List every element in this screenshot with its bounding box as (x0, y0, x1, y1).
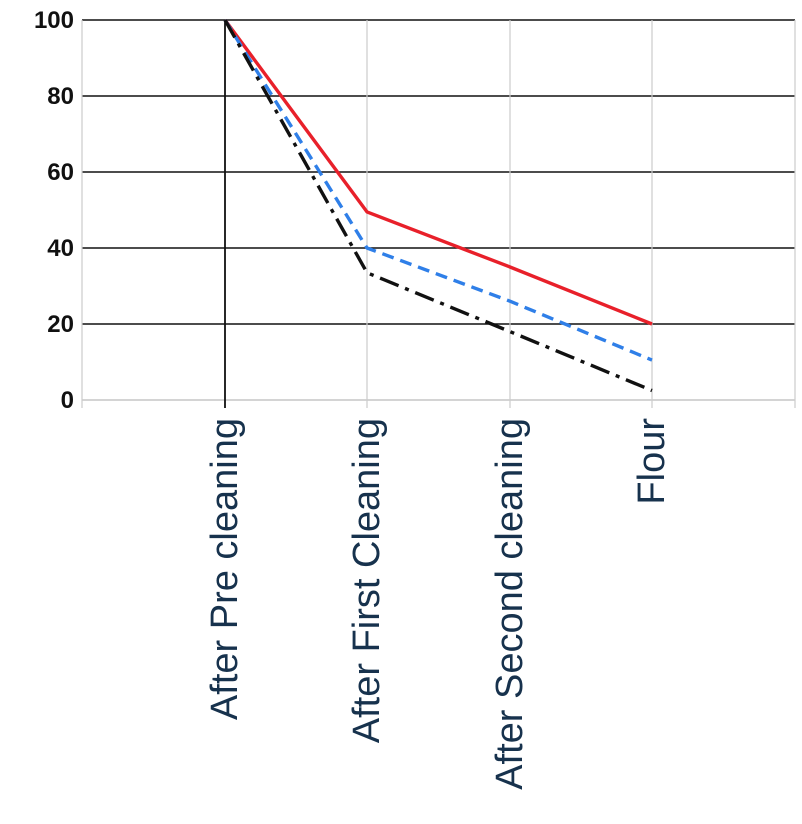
x-tick-label: After Pre cleaning (204, 418, 246, 720)
x-tick-label: After Second cleaning (489, 418, 531, 790)
y-tick-label: 20 (47, 311, 74, 338)
y-tick-label: 0 (61, 387, 74, 414)
series-line-1 (223, 18, 653, 326)
x-tick-label: Flour (631, 418, 673, 505)
series-lines (223, 18, 653, 393)
series-line-2 (223, 19, 653, 362)
y-tick-label: 80 (47, 83, 74, 110)
x-axis-tick-labels: After Pre cleaning After First Cleaning Af… (204, 418, 673, 790)
y-tick-label: 60 (47, 159, 74, 186)
x-tick-label: After First Cleaning (346, 418, 388, 743)
y-tick-label: 100 (34, 7, 74, 34)
grid (81, 19, 796, 408)
series-line-3 (223, 19, 653, 393)
y-tick-label: 40 (47, 235, 74, 262)
y-axis-tick-labels: 100 80 60 40 20 0 (34, 7, 74, 414)
